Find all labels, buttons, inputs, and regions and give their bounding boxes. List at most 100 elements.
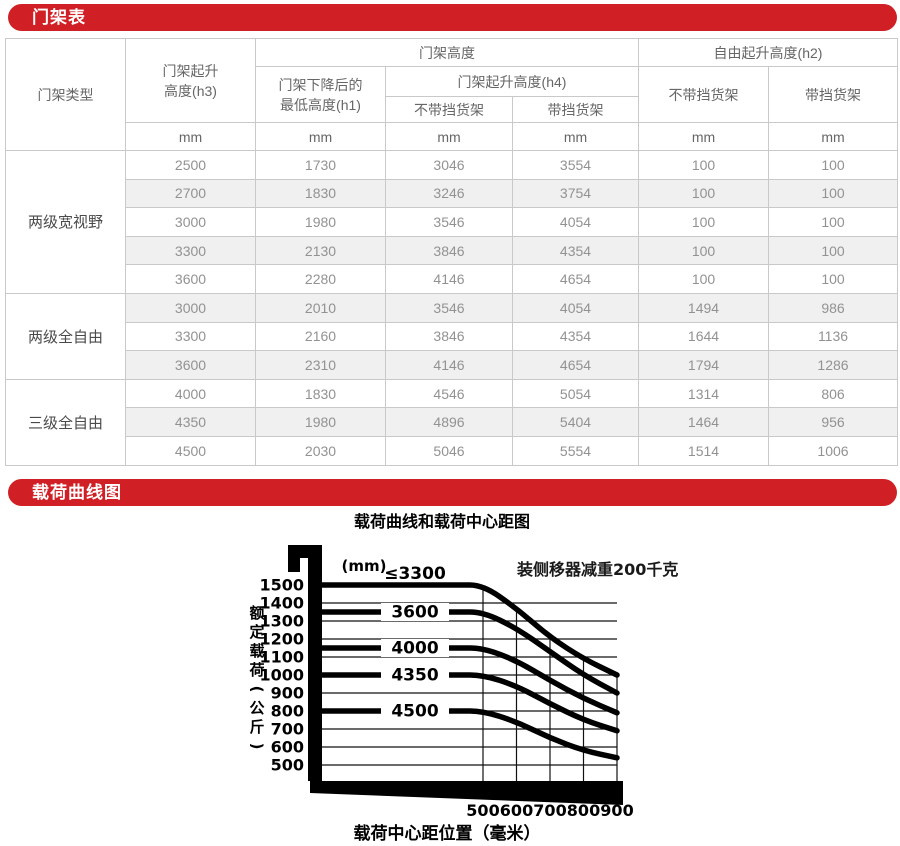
- value-cell: 5046: [385, 435, 513, 466]
- x-tick-label: 500: [466, 801, 499, 820]
- y-tick-label: 1000: [259, 666, 304, 685]
- value-cell: 100: [638, 264, 769, 294]
- section-banner-load-curve: 载荷曲线图: [8, 479, 897, 506]
- value-cell: 4354: [512, 235, 639, 266]
- table-row: 4350 1980 4896 5404 1464 956: [6, 407, 898, 437]
- value-cell: 3846: [385, 321, 513, 352]
- table-row: 两级宽视野 2500 1730 3046 3554 100 100: [5, 150, 898, 294]
- value-cell: 2160: [255, 321, 386, 352]
- y-tick-label: 1200: [259, 630, 304, 649]
- curve-label-bg: [381, 666, 449, 684]
- value-cell: 4054: [512, 207, 639, 237]
- curve-label-bg: [381, 639, 449, 657]
- value-cell: 1286: [768, 350, 898, 380]
- value-cell: 1514: [638, 435, 769, 466]
- col-header-h1-line1: 门架下降后的: [278, 76, 363, 93]
- col-header-h4-with-backrest: 带挡货架: [512, 96, 639, 123]
- col-header-h2-with-backrest: 带挡货架: [768, 66, 898, 123]
- banner-title: 门架表: [32, 8, 86, 27]
- y-tick-label: 800: [271, 702, 304, 721]
- unit-cell: mm: [638, 122, 769, 151]
- value-cell: 100: [768, 235, 898, 266]
- curve-unit-note: (mm): [342, 557, 387, 575]
- value-cell: 4146: [385, 350, 513, 380]
- value-cell: 100: [768, 207, 898, 237]
- value-cell: 100: [638, 150, 769, 180]
- value-cell: 3554: [512, 150, 639, 180]
- value-cell: 100: [638, 178, 769, 209]
- col-header-free-lift-h2: 自由起升高度(h2): [638, 38, 898, 67]
- value-cell: 3846: [385, 235, 513, 266]
- y-tick-label: 500: [271, 756, 304, 775]
- x-tick-label: 800: [567, 801, 600, 820]
- banner-title: 载荷曲线图: [32, 483, 122, 502]
- col-header-h3: 门架起升 高度(h3): [125, 38, 256, 123]
- y-axis-label-char: 定: [249, 623, 264, 641]
- value-cell: 3000: [125, 292, 256, 323]
- y-tick-label: 1300: [259, 612, 304, 631]
- curve-label: ≤3300: [384, 564, 446, 584]
- curve-label: 4000: [391, 639, 438, 659]
- x-tick-label: 900: [600, 801, 633, 820]
- table-row: 3300 2130 3846 4354 100 100: [6, 235, 898, 266]
- value-cell: 3600: [125, 350, 256, 380]
- value-cell: 2500: [125, 150, 256, 180]
- unit-cell: mm: [512, 122, 639, 151]
- value-cell: 4350: [125, 407, 256, 437]
- y-axis-label-char: (: [248, 686, 266, 693]
- value-cell: 3546: [385, 207, 513, 237]
- y-axis-bar: [308, 545, 322, 781]
- value-cell: 4500: [125, 435, 256, 466]
- mast-table-body: 两级宽视野 2500 1730 3046 3554 100 100 2700 1830 3246 3…: [5, 150, 898, 466]
- col-header-h3-line2: 高度(h3): [164, 82, 217, 99]
- value-cell: 4654: [512, 350, 639, 380]
- x-axis-label: 载荷中心距位置（毫米）: [354, 823, 541, 844]
- y-axis-label-char: 载: [249, 642, 264, 660]
- value-cell: 5404: [512, 407, 639, 437]
- x-axis-wedge: [310, 781, 623, 805]
- chart-title: 载荷曲线和载荷中心距图: [354, 512, 530, 531]
- col-header-h1: 门架下降后的 最低高度(h1): [255, 66, 386, 123]
- value-cell: 1830: [255, 178, 386, 209]
- table-row: 2700 1830 3246 3754 100 100: [6, 178, 898, 209]
- table-row: 4500 2030 5046 5554 1514 1006: [6, 435, 898, 466]
- col-header-h3-line1: 门架起升: [162, 62, 219, 79]
- value-cell: 1794: [638, 350, 769, 380]
- value-cell: 956: [768, 407, 898, 437]
- value-cell: 4654: [512, 264, 639, 294]
- curve-label: 4350: [391, 666, 438, 686]
- value-cell: 4000: [125, 378, 256, 409]
- mast-type-cell: 两级宽视野: [5, 150, 126, 294]
- y-axis-hook: [288, 545, 322, 558]
- value-cell: 5554: [512, 435, 639, 466]
- value-cell: 4546: [385, 378, 513, 409]
- y-axis-label-char: 荷: [249, 661, 264, 679]
- col-header-h2-without-backrest: 不带挡货架: [638, 66, 769, 123]
- table-row: 3600 2280 4146 4654 100 100: [6, 264, 898, 294]
- y-tick-label: 700: [271, 720, 304, 739]
- value-cell: 1730: [255, 150, 386, 180]
- value-cell: 3246: [385, 178, 513, 209]
- unit-cell: mm: [385, 122, 513, 151]
- x-tick-label: 700: [533, 801, 566, 820]
- value-cell: 1494: [638, 292, 769, 323]
- load-curve: [319, 672, 620, 734]
- units-row: mm mm mm mm mm mm: [6, 122, 898, 151]
- x-tick-label: 600: [500, 801, 533, 820]
- value-cell: 100: [638, 235, 769, 266]
- value-cell: 100: [768, 264, 898, 294]
- value-cell: 5054: [512, 378, 639, 409]
- value-cell: 4146: [385, 264, 513, 294]
- value-cell: 1830: [255, 378, 386, 409]
- unit-cell: mm: [768, 122, 898, 151]
- value-cell: 3300: [125, 235, 256, 266]
- table-row: 3300 2160 3846 4354 1644 1136: [6, 321, 898, 352]
- col-header-h4: 门架起升高度(h4): [385, 66, 639, 97]
- y-tick-label: 1100: [259, 648, 304, 667]
- value-cell: 1980: [255, 407, 386, 437]
- y-axis-label-char: 斤: [249, 718, 264, 736]
- col-header-mast-height: 门架高度: [255, 38, 639, 67]
- value-cell: 4354: [512, 321, 639, 352]
- value-cell: 2700: [125, 178, 256, 209]
- value-cell: 4054: [512, 292, 639, 323]
